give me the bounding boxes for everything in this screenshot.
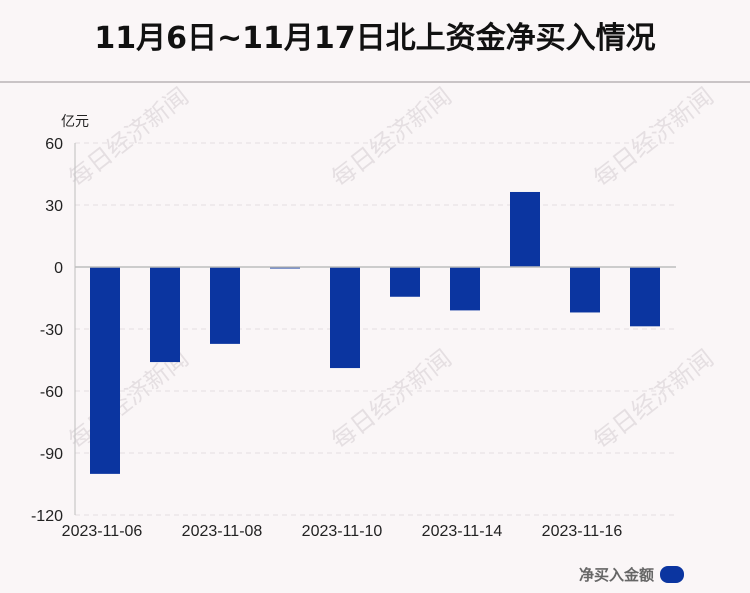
x-tick-label: 2023-11-14 bbox=[422, 523, 503, 540]
x-tick-label: 2023-11-06 bbox=[62, 523, 143, 540]
y-tick-label: -90 bbox=[40, 446, 63, 463]
bar bbox=[150, 267, 180, 363]
title-divider bbox=[0, 81, 750, 83]
x-tick-label: 2023-11-10 bbox=[302, 523, 383, 540]
bar bbox=[510, 191, 540, 267]
y-tick-label: 0 bbox=[54, 260, 63, 277]
bar bbox=[90, 267, 120, 474]
y-tick-label: 60 bbox=[45, 136, 63, 153]
bar bbox=[390, 267, 420, 297]
x-tick-label: 2023-11-08 bbox=[182, 523, 263, 540]
y-tick-label: -30 bbox=[40, 322, 63, 339]
y-axis-unit: 亿元 bbox=[61, 114, 89, 130]
legend-swatch bbox=[660, 565, 684, 583]
legend: 净买入金额 bbox=[579, 563, 684, 585]
bar bbox=[210, 267, 240, 344]
x-tick-label: 2023-11-16 bbox=[542, 523, 623, 540]
bar bbox=[450, 267, 480, 311]
legend-label: 净买入金额 bbox=[578, 565, 654, 584]
bar bbox=[570, 267, 600, 313]
y-tick-label: -60 bbox=[40, 384, 63, 401]
chart-title: 11月6日~11月17日北上资金净买入情况 bbox=[94, 21, 656, 56]
bar bbox=[630, 267, 660, 327]
bar bbox=[330, 267, 360, 369]
y-tick-label: 30 bbox=[45, 198, 63, 215]
y-tick-label: -120 bbox=[31, 508, 63, 525]
